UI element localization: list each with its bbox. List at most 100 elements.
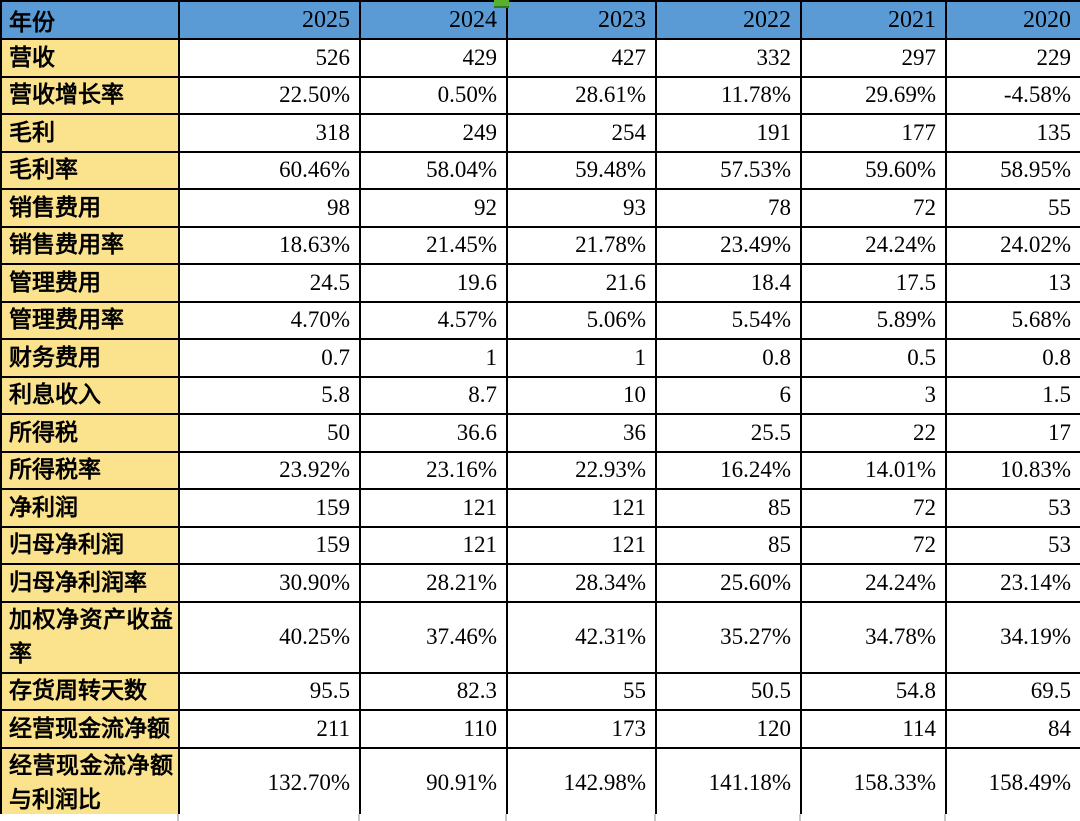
value-cell: 58.95% xyxy=(945,150,1080,190)
value-cell: 42.31% xyxy=(506,600,657,674)
value-cell: 1.5 xyxy=(945,375,1080,415)
value-cell: 5.89% xyxy=(800,300,947,340)
value-cell: 142.98% xyxy=(506,746,657,820)
value-cell: 55 xyxy=(945,188,1080,228)
value-cell: 36.6 xyxy=(359,413,508,453)
value-cell: 93 xyxy=(506,188,657,228)
value-cell: 98 xyxy=(178,188,361,228)
value-cell: 18.4 xyxy=(655,263,802,303)
value-cell: 14.01% xyxy=(800,450,947,490)
value-cell: 10.83% xyxy=(945,450,1080,490)
value-cell: 22.93% xyxy=(506,450,657,490)
value-cell: 110 xyxy=(359,709,508,749)
table-row: 管理费用 24.5 19.6 21.6 18.4 17.5 13 xyxy=(0,263,1080,303)
value-cell: 95.5 xyxy=(178,671,361,711)
value-cell: 114 xyxy=(800,709,947,749)
value-cell: 429 xyxy=(359,38,508,78)
value-cell: 29.69% xyxy=(800,75,947,115)
value-cell: 173 xyxy=(506,709,657,749)
year-header-cell: 2022 xyxy=(655,0,802,40)
value-cell: 159 xyxy=(178,525,361,565)
year-header-cell: 2025 xyxy=(178,0,361,40)
value-cell: 332 xyxy=(655,38,802,78)
row-label-cell: 经营现金流净额 xyxy=(0,709,180,749)
value-cell: 158.33% xyxy=(800,746,947,820)
value-cell: 37.46% xyxy=(359,600,508,674)
value-cell: 23.14% xyxy=(945,563,1080,603)
value-cell: 141.18% xyxy=(655,746,802,820)
green-marker-icon xyxy=(494,0,509,8)
gridline xyxy=(799,814,801,821)
value-cell: 23.49% xyxy=(655,225,802,265)
value-cell: 19.6 xyxy=(359,263,508,303)
value-cell: 21.45% xyxy=(359,225,508,265)
value-cell: 25.60% xyxy=(655,563,802,603)
table-row: 存货周转天数 95.5 82.3 55 50.5 54.8 69.5 xyxy=(0,671,1080,711)
value-cell: 191 xyxy=(655,113,802,153)
table-row: 利息收入 5.8 8.7 10 6 3 1.5 xyxy=(0,375,1080,415)
value-cell: 69.5 xyxy=(945,671,1080,711)
value-cell: 0.7 xyxy=(178,338,361,378)
year-header-cell: 2023 xyxy=(506,0,657,40)
row-label-cell: 毛利率 xyxy=(0,150,180,190)
gridline xyxy=(177,814,179,821)
table-row: 经营现金流净额与利润比 132.70% 90.91% 142.98% 141.18% 15… xyxy=(0,746,1080,820)
table-row: 销售费用率 18.63% 21.45% 21.78% 23.49% 24.24% 24.02… xyxy=(0,225,1080,265)
year-header-cell: 2021 xyxy=(800,0,947,40)
value-cell: 84 xyxy=(945,709,1080,749)
value-cell: 132.70% xyxy=(178,746,361,820)
value-cell: 22.50% xyxy=(178,75,361,115)
row-label-cell: 毛利 xyxy=(0,113,180,153)
value-cell: 28.61% xyxy=(506,75,657,115)
value-cell: 427 xyxy=(506,38,657,78)
row-label-cell: 加权净资产收益率 xyxy=(0,600,180,674)
value-cell: 177 xyxy=(800,113,947,153)
value-cell: -4.58% xyxy=(945,75,1080,115)
value-cell: 30.90% xyxy=(178,563,361,603)
row-label-cell: 归母净利润 xyxy=(0,525,180,565)
value-cell: 5.06% xyxy=(506,300,657,340)
row-label-cell: 管理费用 xyxy=(0,263,180,303)
value-cell: 24.24% xyxy=(800,225,947,265)
row-label-cell: 存货周转天数 xyxy=(0,671,180,711)
table-row: 毛利 318 249 254 191 177 135 xyxy=(0,113,1080,153)
value-cell: 25.5 xyxy=(655,413,802,453)
value-cell: 4.70% xyxy=(178,300,361,340)
row-label-cell: 净利润 xyxy=(0,488,180,528)
value-cell: 24.02% xyxy=(945,225,1080,265)
value-cell: 17 xyxy=(945,413,1080,453)
value-cell: 72 xyxy=(800,188,947,228)
value-cell: 4.57% xyxy=(359,300,508,340)
table-row: 净利润 159 121 121 85 72 53 xyxy=(0,488,1080,528)
row-label-cell: 财务费用 xyxy=(0,338,180,378)
value-cell: 121 xyxy=(359,525,508,565)
row-label-cell: 所得税率 xyxy=(0,450,180,490)
value-cell: 78 xyxy=(655,188,802,228)
value-cell: 17.5 xyxy=(800,263,947,303)
value-cell: 22 xyxy=(800,413,947,453)
value-cell: 249 xyxy=(359,113,508,153)
value-cell: 121 xyxy=(506,525,657,565)
value-cell: 53 xyxy=(945,525,1080,565)
table-row: 加权净资产收益率 40.25% 37.46% 42.31% 35.27% 34.78% 34… xyxy=(0,600,1080,674)
value-cell: 92 xyxy=(359,188,508,228)
value-cell: 58.04% xyxy=(359,150,508,190)
value-cell: 211 xyxy=(178,709,361,749)
value-cell: 54.8 xyxy=(800,671,947,711)
table-row: 所得税 50 36.6 36 25.5 22 17 xyxy=(0,413,1080,453)
value-cell: 55 xyxy=(506,671,657,711)
gridline xyxy=(505,814,507,821)
table-row: 营收增长率 22.50% 0.50% 28.61% 11.78% 29.69% -4.58% xyxy=(0,75,1080,115)
value-cell: 10 xyxy=(506,375,657,415)
value-cell: 5.8 xyxy=(178,375,361,415)
value-cell: 158.49% xyxy=(945,746,1080,820)
table-row: 营收 526 429 427 332 297 229 xyxy=(0,38,1080,78)
value-cell: 23.16% xyxy=(359,450,508,490)
value-cell: 229 xyxy=(945,38,1080,78)
value-cell: 5.54% xyxy=(655,300,802,340)
value-cell: 82.3 xyxy=(359,671,508,711)
year-header-label-cell: 年份 xyxy=(0,0,180,40)
value-cell: 21.78% xyxy=(506,225,657,265)
value-cell: 23.92% xyxy=(178,450,361,490)
